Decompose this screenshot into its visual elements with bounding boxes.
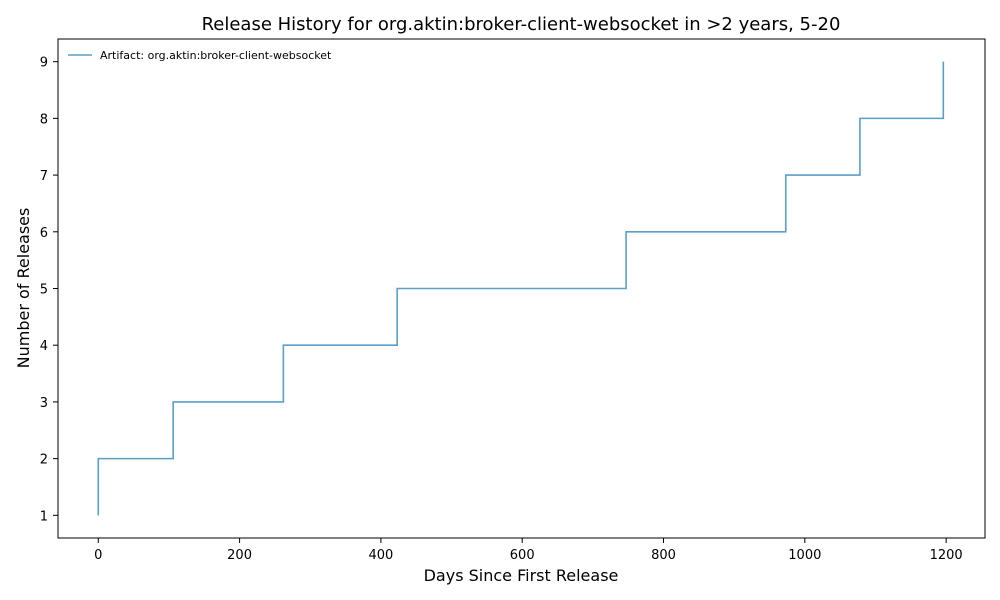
x-tick-label: 600 bbox=[510, 548, 535, 563]
y-tick-label: 8 bbox=[40, 112, 48, 127]
x-tick-label: 1200 bbox=[930, 548, 963, 563]
y-tick-label: 7 bbox=[40, 169, 48, 184]
legend: Artifact: org.aktin:broker-client-websoc… bbox=[68, 49, 332, 62]
chart-title: Release History for org.aktin:broker-cli… bbox=[202, 14, 841, 35]
x-tick-label: 800 bbox=[651, 548, 676, 563]
legend-label: Artifact: org.aktin:broker-client-websoc… bbox=[100, 49, 332, 62]
y-tick-label: 2 bbox=[40, 453, 48, 468]
x-axis-label: Days Since First Release bbox=[424, 566, 619, 585]
y-tick-label: 1 bbox=[40, 509, 48, 524]
y-tick-label: 3 bbox=[40, 396, 48, 411]
x-tick-label: 200 bbox=[227, 548, 252, 563]
x-tick-label: 400 bbox=[368, 548, 393, 563]
x-tick-label: 0 bbox=[94, 548, 102, 563]
series-line bbox=[97, 61, 945, 516]
y-tick-label: 9 bbox=[40, 56, 48, 71]
y-tick-label: 4 bbox=[40, 339, 48, 354]
y-axis-ticks: 1 2 3 4 5 6 7 8 9 bbox=[40, 56, 58, 524]
y-tick-label: 6 bbox=[40, 226, 48, 241]
x-axis-ticks: 0 200 400 600 800 1000 1200 bbox=[94, 538, 963, 563]
x-tick-label: 1000 bbox=[788, 548, 821, 563]
y-tick-label: 5 bbox=[40, 283, 48, 298]
y-axis-label: Number of Releases bbox=[14, 208, 33, 369]
